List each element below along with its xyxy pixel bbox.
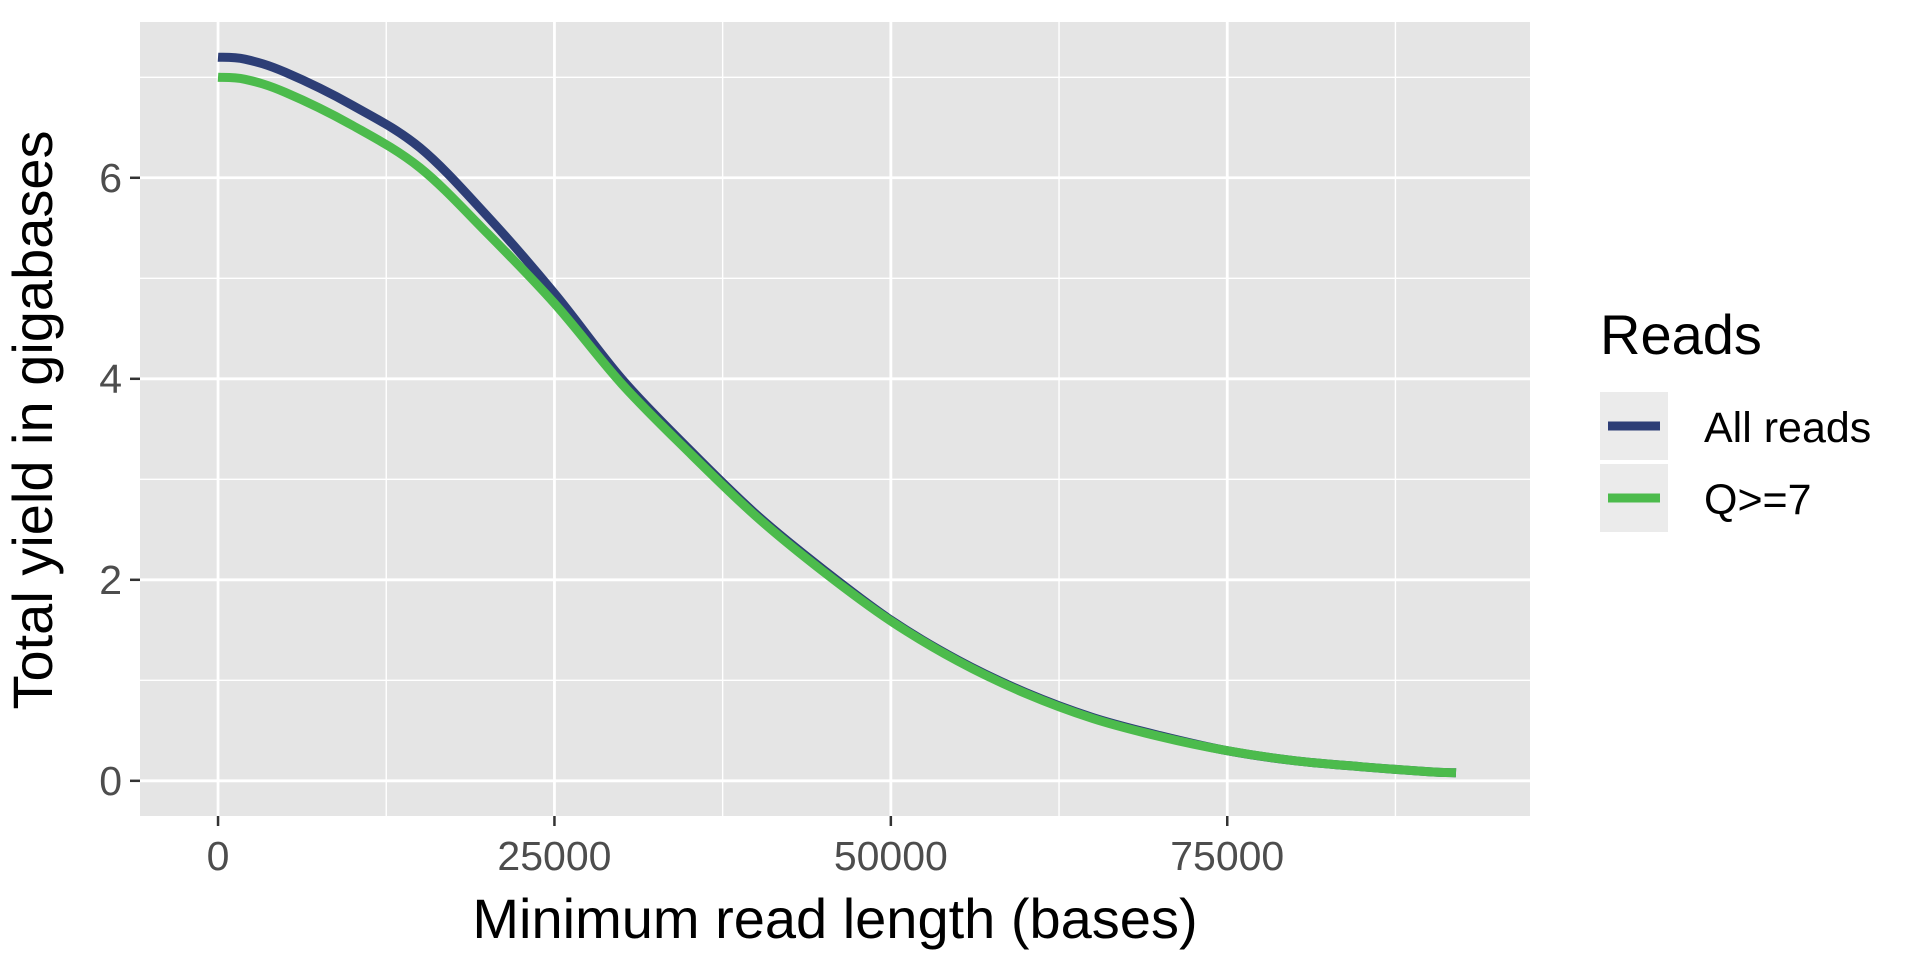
legend-label-all-reads: All reads [1704, 404, 1871, 452]
x-tick-labels: 0 25000 50000 75000 [207, 833, 1285, 879]
axis-ticks [130, 176, 1229, 826]
y-tick-label: 6 [99, 155, 122, 201]
series-lines [217, 52, 1457, 778]
x-tick-label: 50000 [834, 833, 948, 879]
x-tick-label: 75000 [1170, 833, 1284, 879]
y-tick-label: 4 [99, 356, 122, 402]
y-tick-label: 2 [99, 557, 122, 603]
plot-panel [140, 22, 1530, 816]
x-tick-label: 25000 [497, 833, 611, 879]
x-tick-label: 0 [207, 833, 230, 879]
legend-title: Reads [1600, 303, 1762, 366]
y-axis-title: Total yield in gigabases [1, 130, 64, 709]
series-line-q7 [217, 72, 1457, 778]
legend: Reads All reads Q>=7 [1600, 303, 1871, 532]
minor-gridlines [140, 22, 1530, 816]
y-tick-labels: 0 2 4 6 [99, 155, 122, 804]
legend-label-q7: Q>=7 [1704, 476, 1812, 524]
y-tick-label: 0 [99, 758, 122, 804]
x-axis-title: Minimum read length (bases) [472, 887, 1197, 950]
